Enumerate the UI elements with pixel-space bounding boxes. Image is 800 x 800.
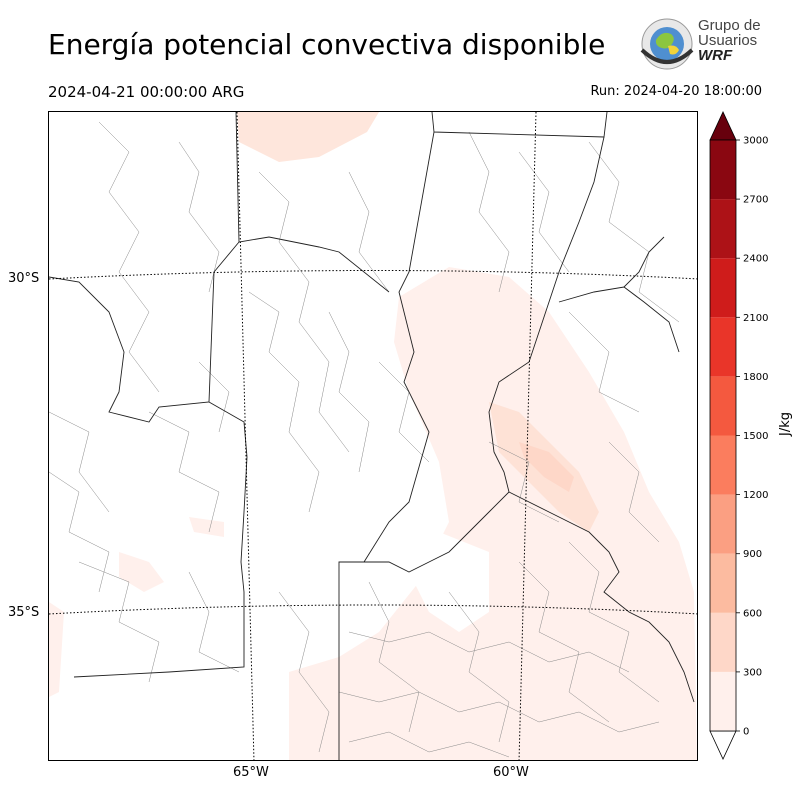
cape-map [49,112,697,760]
map-panel [48,111,698,761]
colorbar-tick-label: 1500 [743,431,768,442]
colorbar-bin [710,435,736,495]
colorbar-over-arrow [709,111,737,141]
colorbar-tick-label: 3000 [743,136,768,147]
lat-label-30s: 30°S [8,271,40,286]
colorbar-tick-label: 1800 [743,372,768,383]
logo-line-2: Usuarios [698,32,758,49]
colorbar-label: J/kg [778,412,793,436]
grupo-usuarios-wrf-logo: Grupo de Usuarios WRF [638,16,768,72]
logo-line-3: WRF [698,47,733,64]
colorbar-bin [710,317,736,377]
lon-label-65w: 65°W [233,765,269,780]
colorbar-tick-label: 2100 [743,313,768,324]
colorbar-bin [710,494,736,554]
colorbar-tick-label: 2400 [743,254,768,265]
colorbar-tick-label: 600 [743,608,762,619]
globe-icon [640,18,694,70]
colorbar-bin [710,140,736,200]
graticule [49,112,697,760]
colorbar-tick-label: 2700 [743,195,768,206]
colorbar-bin [710,671,736,731]
colorbar-tick-label: 1200 [743,490,768,501]
map-title: Energía potencial convectiva disponible [48,28,606,61]
lat-label-35s: 35°S [8,605,40,620]
colorbar-under-arrow [709,730,737,760]
colorbar-tick-label: 900 [743,549,762,560]
colorbar-bin [710,258,736,318]
colorbar-bin [710,376,736,436]
valid-time: 2024-04-21 00:00:00 ARG [48,83,245,101]
colorbar-tick-label: 0 [743,727,749,738]
lon-label-60w: 60°W [493,765,529,780]
run-time: Run: 2024-04-20 18:00:00 [590,84,762,99]
colorbar: 3000 2700 2400 2100 1800 1500 1200 900 600 300 0 [700,106,770,770]
province-boundaries [49,112,695,760]
colorbar-tick-label: 300 [743,667,762,678]
cape-shading [49,112,697,760]
colorbar-bin [710,199,736,259]
colorbar-bin [710,612,736,672]
department-boundaries [49,121,680,758]
colorbar-bin [710,553,736,613]
logo-line-1: Grupo de [698,17,761,34]
